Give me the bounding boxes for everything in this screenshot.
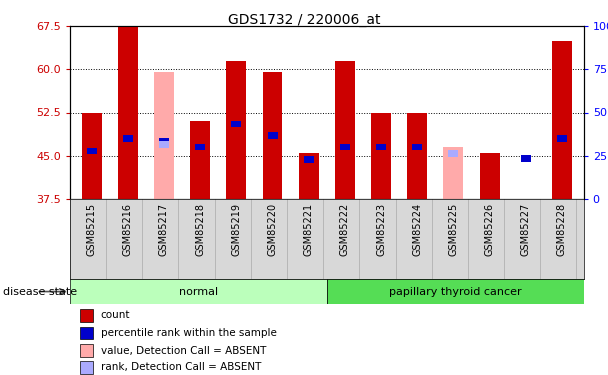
Text: GSM85226: GSM85226 xyxy=(485,203,495,256)
Bar xyxy=(327,279,584,304)
Text: GSM85228: GSM85228 xyxy=(557,203,567,256)
Bar xyxy=(123,135,133,142)
Text: GSM85224: GSM85224 xyxy=(412,203,422,256)
Bar xyxy=(304,156,314,163)
Bar xyxy=(449,150,458,158)
Text: GSM85218: GSM85218 xyxy=(195,203,205,256)
Bar xyxy=(299,153,319,199)
Bar xyxy=(480,153,500,199)
Bar xyxy=(70,279,327,304)
Bar xyxy=(340,144,350,150)
Text: GSM85222: GSM85222 xyxy=(340,203,350,256)
Bar xyxy=(232,120,241,128)
Bar xyxy=(335,61,355,199)
Text: GSM85220: GSM85220 xyxy=(268,203,277,256)
Bar xyxy=(371,112,391,199)
Bar xyxy=(80,344,93,357)
Bar xyxy=(81,112,102,199)
Text: GSM85216: GSM85216 xyxy=(123,203,133,256)
Bar xyxy=(159,141,169,148)
Bar xyxy=(407,112,427,199)
Text: value, Detection Call = ABSENT: value, Detection Call = ABSENT xyxy=(101,346,266,356)
Bar xyxy=(552,40,572,199)
Text: GSM85221: GSM85221 xyxy=(304,203,314,256)
Bar xyxy=(80,361,93,374)
Bar xyxy=(80,309,93,322)
Bar xyxy=(226,61,246,199)
Text: rank, Detection Call = ABSENT: rank, Detection Call = ABSENT xyxy=(101,362,261,372)
Text: GDS1732 / 220006_at: GDS1732 / 220006_at xyxy=(228,13,380,27)
Text: GSM85215: GSM85215 xyxy=(86,203,97,256)
Text: GSM85219: GSM85219 xyxy=(232,203,241,256)
Bar xyxy=(557,135,567,142)
Bar xyxy=(80,327,93,339)
Bar xyxy=(268,132,277,139)
Bar xyxy=(159,138,169,145)
Bar xyxy=(412,144,422,150)
Bar xyxy=(118,26,138,199)
Bar xyxy=(154,72,174,199)
Bar xyxy=(376,144,386,150)
Text: GSM85225: GSM85225 xyxy=(449,203,458,256)
Text: disease state: disease state xyxy=(3,286,77,297)
Text: normal: normal xyxy=(179,286,218,297)
Bar xyxy=(263,72,283,199)
Bar xyxy=(443,147,463,199)
Bar xyxy=(190,121,210,199)
Text: percentile rank within the sample: percentile rank within the sample xyxy=(101,328,277,338)
Text: papillary thyroid cancer: papillary thyroid cancer xyxy=(389,286,522,297)
Text: count: count xyxy=(101,310,130,320)
Text: GSM85223: GSM85223 xyxy=(376,203,386,256)
Bar xyxy=(521,155,531,162)
Bar xyxy=(195,144,205,150)
Bar xyxy=(87,148,97,154)
Text: GSM85217: GSM85217 xyxy=(159,203,169,256)
Text: GSM85227: GSM85227 xyxy=(521,203,531,256)
